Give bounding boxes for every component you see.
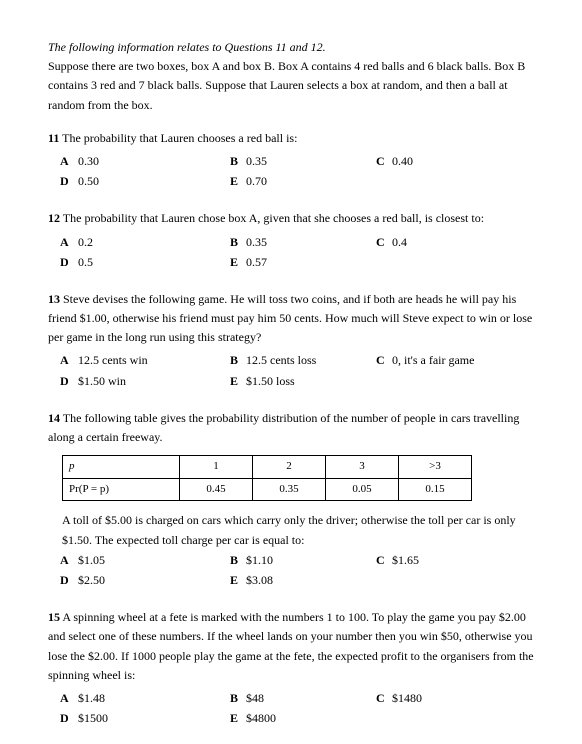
label-b: B bbox=[230, 152, 246, 171]
label-c: C bbox=[376, 551, 392, 570]
q-stem: A spinning wheel at a fete is marked wit… bbox=[48, 610, 534, 682]
opt-b: 12.5 cents loss bbox=[246, 351, 376, 370]
tbl-r2: 0.35 bbox=[253, 478, 326, 501]
opt-e: $1.50 loss bbox=[246, 372, 376, 391]
opt-d: $1.50 win bbox=[78, 374, 126, 388]
label-d: D bbox=[60, 253, 78, 272]
opt-e: $3.08 bbox=[246, 571, 376, 590]
question-15: 15 A spinning wheel at a fete is marked … bbox=[48, 608, 534, 728]
label-b: B bbox=[230, 351, 246, 370]
opt-d: 0.50 bbox=[78, 174, 99, 188]
exam-page: The following information relates to Que… bbox=[0, 0, 582, 744]
opt-e: 0.70 bbox=[246, 172, 376, 191]
label-c: C bbox=[376, 351, 392, 370]
q-number: 15 bbox=[48, 610, 60, 624]
probability-table: p 1 2 3 >3 Pr(P = p) 0.45 0.35 0.05 0.15 bbox=[62, 455, 472, 501]
opt-c: $1.65 bbox=[392, 551, 482, 570]
label-a: A bbox=[60, 689, 78, 708]
opt-a: $1.48 bbox=[78, 691, 105, 705]
opt-a: 0.2 bbox=[78, 235, 93, 249]
opt-d: $1500 bbox=[78, 711, 108, 725]
question-11: 11 The probability that Lauren chooses a… bbox=[48, 129, 534, 192]
label-d: D bbox=[60, 372, 78, 391]
label-d: D bbox=[60, 571, 78, 590]
opt-d: $2.50 bbox=[78, 573, 105, 587]
label-e: E bbox=[230, 172, 246, 191]
label-a: A bbox=[60, 233, 78, 252]
q-stem: Steve devises the following game. He wil… bbox=[48, 292, 532, 344]
tbl-h3: 3 bbox=[326, 456, 399, 479]
label-b: B bbox=[230, 551, 246, 570]
label-e: E bbox=[230, 372, 246, 391]
label-c: C bbox=[376, 233, 392, 252]
opt-d: 0.5 bbox=[78, 255, 93, 269]
q-number: 14 bbox=[48, 411, 60, 425]
question-12: 12 The probability that Lauren chose box… bbox=[48, 209, 534, 272]
label-d: D bbox=[60, 709, 78, 728]
tbl-r3: 0.05 bbox=[326, 478, 399, 501]
label-a: A bbox=[60, 351, 78, 370]
intro-block: The following information relates to Que… bbox=[48, 38, 534, 115]
opt-a: $1.05 bbox=[78, 553, 105, 567]
tbl-h1: 1 bbox=[180, 456, 253, 479]
label-b: B bbox=[230, 233, 246, 252]
opt-c: 0.40 bbox=[392, 152, 482, 171]
label-c: C bbox=[376, 689, 392, 708]
q-number: 11 bbox=[48, 131, 59, 145]
tbl-r4: 0.15 bbox=[399, 478, 472, 501]
opt-c: 0.4 bbox=[392, 233, 482, 252]
label-a: A bbox=[60, 551, 78, 570]
opt-a: 12.5 cents win bbox=[78, 353, 148, 367]
q-number: 12 bbox=[48, 211, 60, 225]
q-stem: The following table gives the probabilit… bbox=[48, 411, 519, 444]
tbl-h4: >3 bbox=[399, 456, 472, 479]
opt-e: 0.57 bbox=[246, 253, 376, 272]
opt-c: $1480 bbox=[392, 689, 482, 708]
opt-b: $1.10 bbox=[246, 551, 376, 570]
opt-a: 0.30 bbox=[78, 154, 99, 168]
q-number: 13 bbox=[48, 292, 60, 306]
opt-b: $48 bbox=[246, 689, 376, 708]
opt-b: 0.35 bbox=[246, 152, 376, 171]
intro-heading: The following information relates to Que… bbox=[48, 38, 534, 57]
label-e: E bbox=[230, 709, 246, 728]
opt-e: $4800 bbox=[246, 709, 376, 728]
label-b: B bbox=[230, 689, 246, 708]
tbl-r0: Pr(P = p) bbox=[63, 478, 180, 501]
label-e: E bbox=[230, 253, 246, 272]
label-a: A bbox=[60, 152, 78, 171]
question-14: 14 The following table gives the probabi… bbox=[48, 409, 534, 590]
opt-b: 0.35 bbox=[246, 233, 376, 252]
opt-c: 0, it's a fair game bbox=[392, 351, 482, 370]
label-d: D bbox=[60, 172, 78, 191]
question-13: 13 Steve devises the following game. He … bbox=[48, 290, 534, 391]
intro-text: Suppose there are two boxes, box A and b… bbox=[48, 57, 534, 115]
q-stem: The probability that Lauren chooses a re… bbox=[62, 131, 297, 145]
tbl-r1: 0.45 bbox=[180, 478, 253, 501]
q14-followup: A toll of $5.00 is charged on cars which… bbox=[48, 511, 534, 549]
q-stem: The probability that Lauren chose box A,… bbox=[63, 211, 484, 225]
label-c: C bbox=[376, 152, 392, 171]
tbl-h2: 2 bbox=[253, 456, 326, 479]
tbl-h0: p bbox=[63, 456, 180, 479]
label-e: E bbox=[230, 571, 246, 590]
